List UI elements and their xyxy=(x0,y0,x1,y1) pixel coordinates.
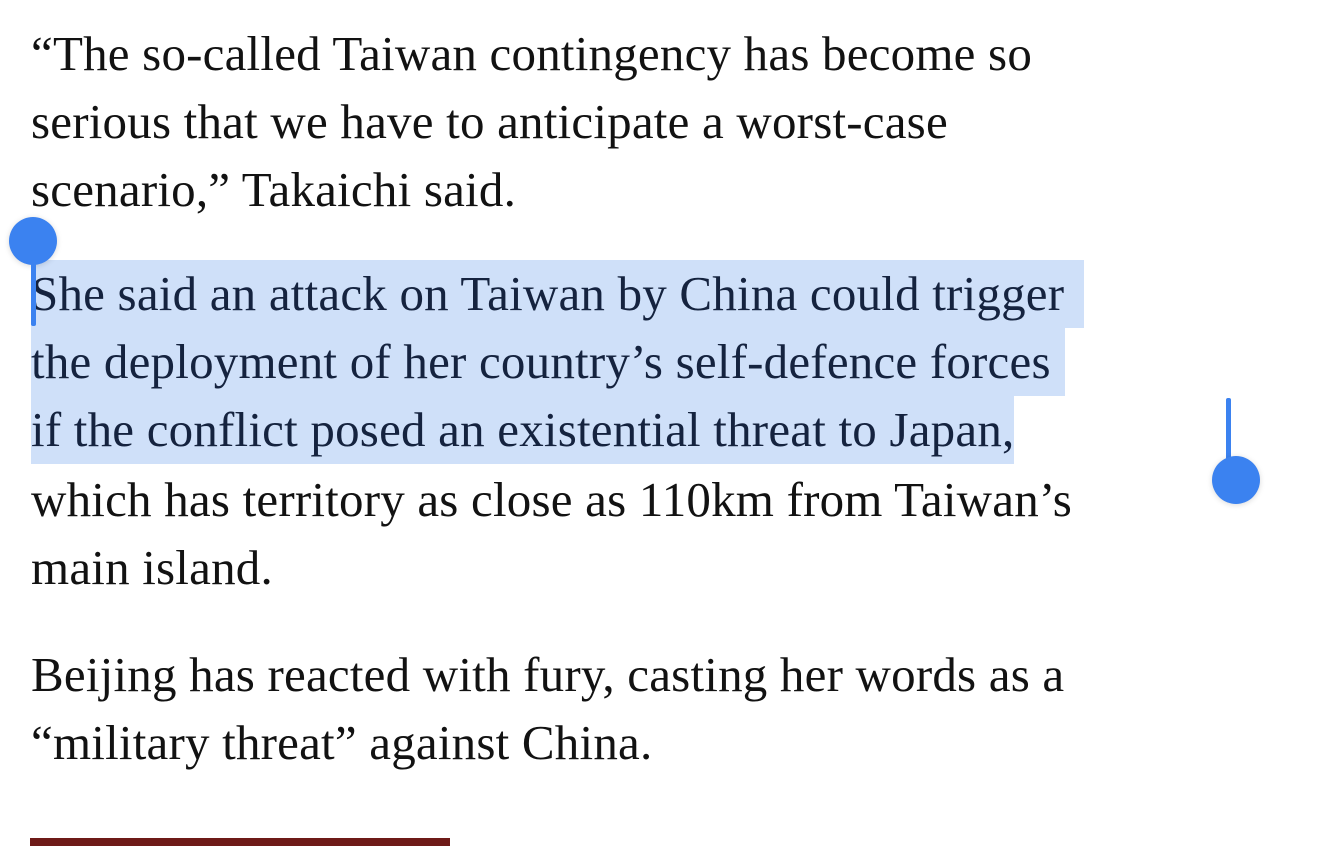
paragraph-3-line: “military threat” against China. xyxy=(31,715,653,770)
selected-text-line[interactable]: if the conflict posed an existential thr… xyxy=(31,396,1015,464)
selection-end-knob[interactable] xyxy=(1212,456,1260,504)
paragraph-2-line: which has territory as close as 110km fr… xyxy=(31,472,1072,527)
selection-start-caret[interactable] xyxy=(31,250,36,326)
paragraph-3-line: Beijing has reacted with fury, casting h… xyxy=(31,647,1065,702)
selected-text-line[interactable]: She said an attack on Taiwan by China co… xyxy=(31,260,1085,328)
selection-end-caret[interactable] xyxy=(1226,398,1231,468)
paragraph-1-line: “The so-called Taiwan contingency has be… xyxy=(31,26,1033,81)
paragraph-1-line: scenario,” Takaichi said. xyxy=(31,162,517,217)
section-divider-bar xyxy=(30,838,450,846)
paragraph-1-line: serious that we have to anticipate a wor… xyxy=(31,94,948,149)
selected-text-line[interactable]: the deployment of her country’s self-def… xyxy=(31,328,1065,396)
paragraph-2-line: main island. xyxy=(31,540,273,595)
